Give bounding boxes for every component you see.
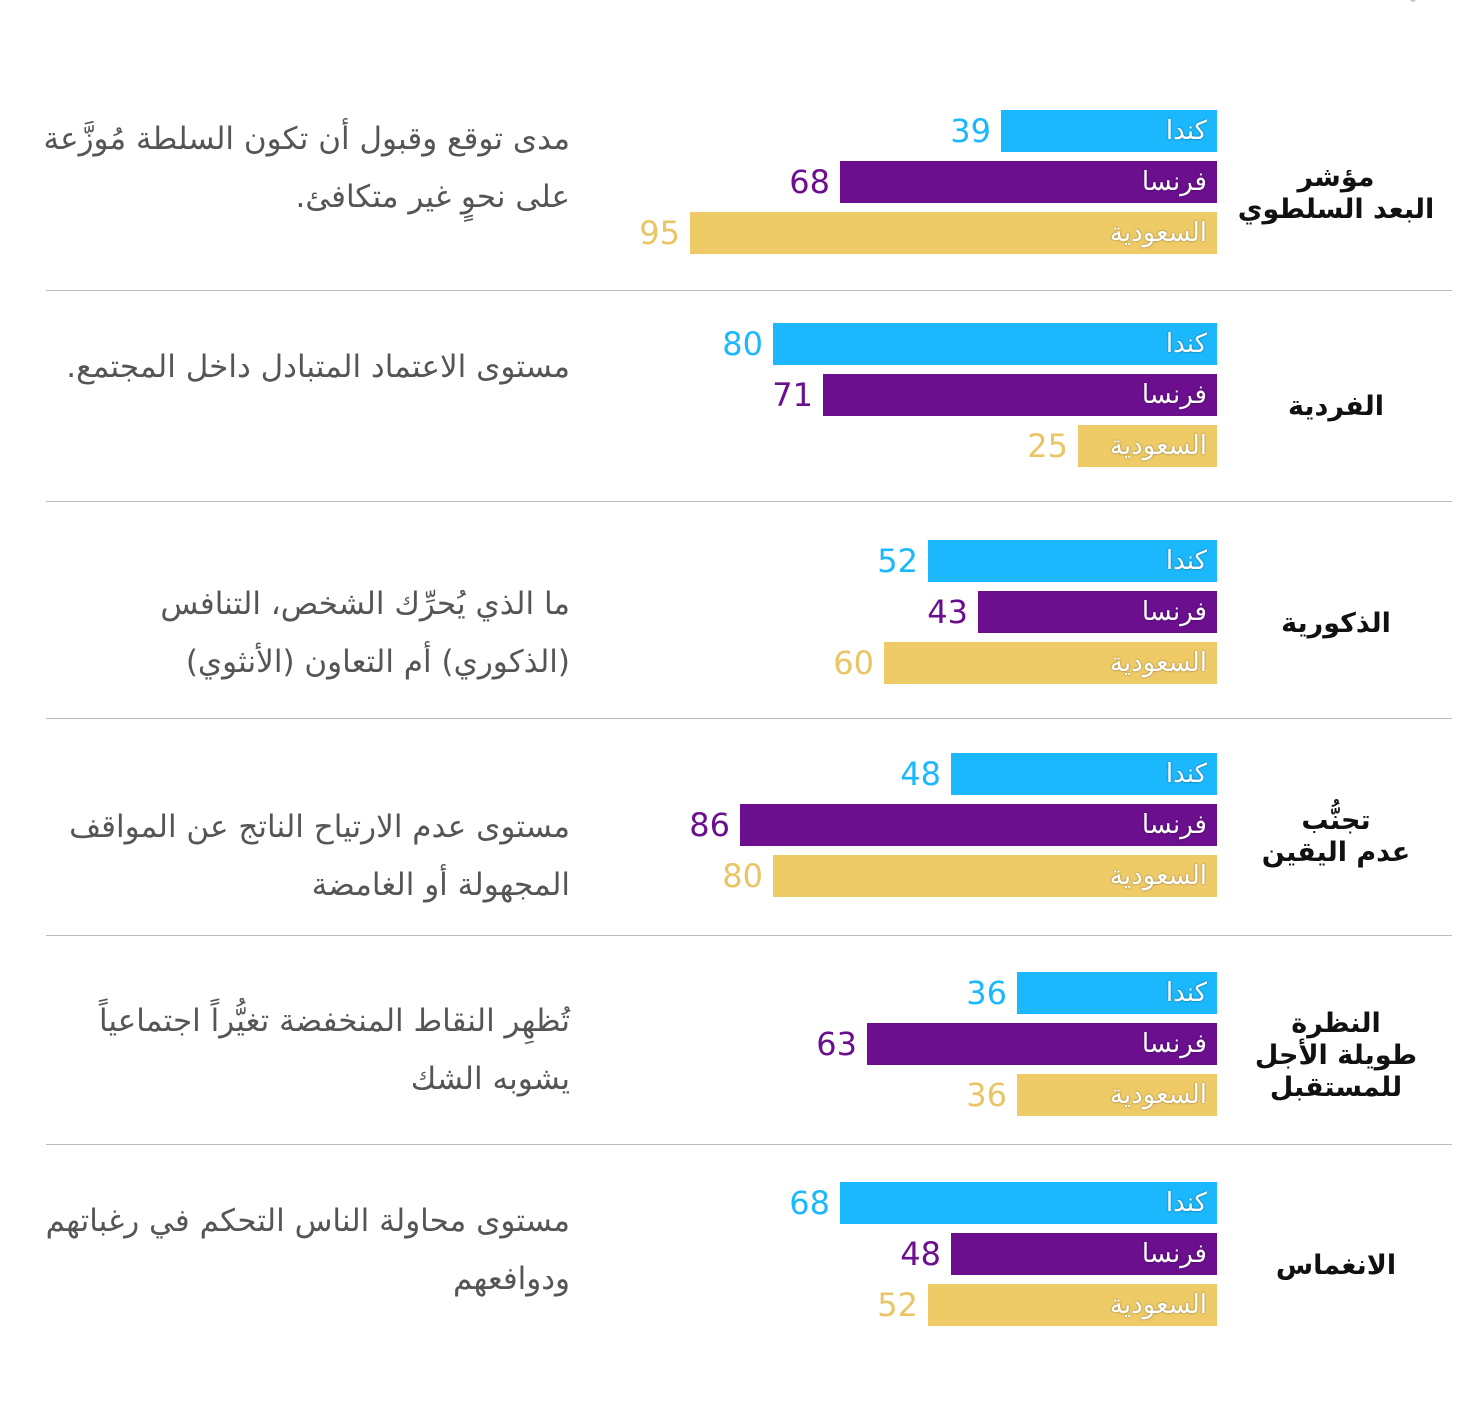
bar-value-label: 86 xyxy=(689,806,730,844)
bar-france: فرنسا xyxy=(740,804,1217,846)
bar-value-label: 68 xyxy=(789,163,830,201)
bar-value-label: 80 xyxy=(722,857,763,895)
dimension-description: مستوى محاولة الناس التحكم في رغباتهم ودو… xyxy=(45,1203,570,1297)
bar-saudi: السعودية xyxy=(928,1284,1217,1326)
dimension-description: مستوى الاعتماد المتبادل داخل المجتمع. xyxy=(66,349,570,385)
bar-saudi: السعودية xyxy=(1017,1074,1217,1116)
bar-series-label: كندا xyxy=(1165,329,1207,359)
bar-value-label: 25 xyxy=(1027,427,1068,465)
bar-value-label: 68 xyxy=(789,1184,830,1222)
bar-series-label: كندا xyxy=(1165,759,1207,789)
bar-france: فرنسا xyxy=(823,374,1217,416)
bar-series-label: كندا xyxy=(1165,116,1207,146)
bar-series-label: فرنسا xyxy=(1141,167,1207,197)
bar-series-label: فرنسا xyxy=(1141,1029,1207,1059)
bar-saudi: السعودية xyxy=(884,642,1217,684)
dimension-title: الانغماس xyxy=(1275,1250,1397,1281)
bar-saudi: السعودية xyxy=(1078,425,1217,467)
bar-value-label: 52 xyxy=(877,1286,918,1324)
dimension-title: الفردية xyxy=(1288,391,1384,422)
bar-saudi: السعودية xyxy=(773,855,1217,897)
bar-series-label: كندا xyxy=(1165,978,1207,1008)
dimension-title: النظرة طويلة الأجل للمستقبل xyxy=(1254,1008,1418,1103)
dimension-title: الذكورية xyxy=(1281,608,1391,639)
bar-value-label: 43 xyxy=(927,593,968,631)
dimension-description: تُظهِر النقاط المنخفضة تغيُّراً اجتماعيا… xyxy=(98,1003,570,1097)
dimension-title: تجنُّب عدم اليقين xyxy=(1261,805,1411,868)
bar-canada: كندا xyxy=(1001,110,1217,152)
dimension-description: ما الذي يُحرِّك الشخص، التنافس (الذكوري)… xyxy=(160,586,570,680)
dimension-description: مستوى عدم الارتياح الناتج عن المواقف الم… xyxy=(69,809,570,903)
bar-series-label: السعودية xyxy=(1109,1290,1207,1320)
bar-series-label: السعودية xyxy=(1109,861,1207,891)
bar-value-label: 39 xyxy=(950,112,991,150)
bar-france: فرنسا xyxy=(951,1233,1217,1275)
bar-series-label: كندا xyxy=(1165,1188,1207,1218)
row-divider xyxy=(46,935,1452,936)
bar-series-label: فرنسا xyxy=(1141,597,1207,627)
dimension-title: مؤشر البعد السلطوي xyxy=(1237,162,1435,225)
bar-series-label: فرنسا xyxy=(1141,810,1207,840)
bar-series-label: السعودية xyxy=(1109,648,1207,678)
bar-france: فرنسا xyxy=(840,161,1217,203)
row-divider xyxy=(46,1144,1452,1145)
bar-series-label: السعودية xyxy=(1109,218,1207,248)
bar-value-label: 63 xyxy=(816,1025,857,1063)
bar-canada: كندا xyxy=(840,1182,1217,1224)
bar-series-label: فرنسا xyxy=(1141,1239,1207,1269)
bar-series-label: فرنسا xyxy=(1141,380,1207,410)
bar-value-label: 48 xyxy=(900,755,941,793)
bar-value-label: 80 xyxy=(722,325,763,363)
bar-value-label: 36 xyxy=(966,974,1007,1012)
row-divider xyxy=(46,501,1452,502)
bar-value-label: 95 xyxy=(639,214,680,252)
bar-france: فرنسا xyxy=(978,591,1217,633)
bar-value-label: 60 xyxy=(833,644,874,682)
bar-france: فرنسا xyxy=(867,1023,1217,1065)
bar-saudi: السعودية xyxy=(690,212,1217,254)
bar-canada: كندا xyxy=(951,753,1217,795)
bar-value-label: 52 xyxy=(877,542,918,580)
row-divider xyxy=(46,290,1452,291)
dimension-description: مدى توقع وقبول أن تكون السلطة مُوزَّعة ع… xyxy=(43,121,570,215)
bar-value-label: 48 xyxy=(900,1235,941,1273)
bar-canada: كندا xyxy=(773,323,1217,365)
corner-mark xyxy=(1410,0,1416,2)
row-divider xyxy=(46,718,1452,719)
bar-value-label: 71 xyxy=(772,376,813,414)
bar-value-label: 36 xyxy=(966,1076,1007,1114)
bar-canada: كندا xyxy=(928,540,1217,582)
bar-canada: كندا xyxy=(1017,972,1217,1014)
bar-series-label: السعودية xyxy=(1109,1080,1207,1110)
bar-series-label: كندا xyxy=(1165,546,1207,576)
bar-series-label: السعودية xyxy=(1109,431,1207,461)
